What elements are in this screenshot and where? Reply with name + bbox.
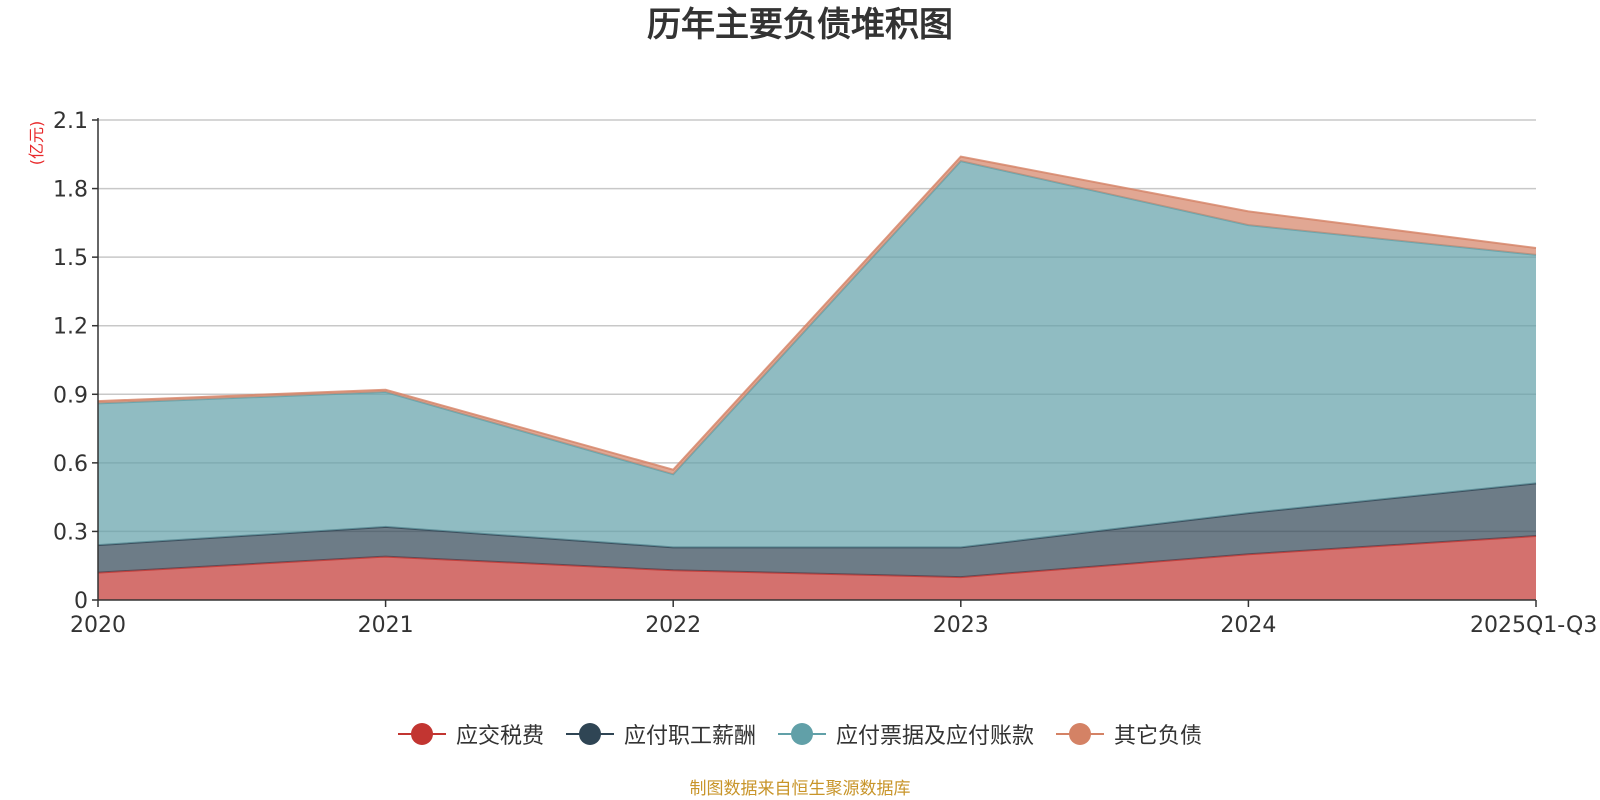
x-tick-label: 2022 <box>645 613 701 638</box>
legend-marker-icon <box>778 722 826 746</box>
legend-label: 应付票据及应付账款 <box>836 724 1035 749</box>
y-tick-label: 1.5 <box>53 246 88 271</box>
legend-label: 其它负债 <box>1114 724 1203 749</box>
legend-item[interactable]: 应付票据及应付账款 <box>778 718 1034 750</box>
legend-label: 应交税费 <box>455 724 544 749</box>
area-series-4 <box>98 156 1536 475</box>
y-axis-unit-label: (亿元) <box>27 121 46 166</box>
legend-item[interactable]: 应付职工薪酬 <box>565 718 756 750</box>
source-note: 制图数据来自恒生聚源数据库 <box>689 779 911 799</box>
x-tick-label: 2021 <box>358 613 414 638</box>
area-series-1 <box>98 536 1536 600</box>
legend: 应交税费 应付职工薪酬 应付票据及应付账款 其它负债 <box>0 716 1600 752</box>
x-tick-label: 2025Q1-Q3 <box>1470 613 1597 638</box>
chart-title: 历年主要负债堆积图 <box>647 5 953 45</box>
x-tick-label: 2020 <box>70 613 126 638</box>
legend-marker-icon <box>565 722 614 746</box>
series-line-4 <box>97 155 1537 471</box>
legend-item[interactable]: 应交税费 <box>397 718 544 750</box>
y-tick-label: 1.8 <box>53 178 88 203</box>
y-tick-label: 0 <box>74 589 88 614</box>
area-series-group <box>97 155 1537 600</box>
x-tick-label: 2024 <box>1220 613 1276 638</box>
y-tick-label: 0.6 <box>53 452 88 477</box>
y-tick-label: 2.1 <box>53 109 88 134</box>
legend-label: 应付职工薪酬 <box>623 724 756 749</box>
area-series-2 <box>98 483 1536 578</box>
stacked-area-chart: 0 0.3 0.6 0.9 1.2 1.5 1.8 2.1 2020 2021 2022 2023 20… <box>27 109 1597 638</box>
y-tick-label: 0.3 <box>53 520 88 545</box>
legend-marker-icon <box>1056 722 1105 746</box>
x-tick-label: 2023 <box>933 613 989 638</box>
axes: 0 0.3 0.6 0.9 1.2 1.5 1.8 2.1 2020 2021 2022 2023 20… <box>53 109 1597 638</box>
y-tick-label: 0.9 <box>53 383 88 408</box>
series-line-1 <box>97 535 1537 579</box>
y-tick-label: 1.2 <box>53 315 88 340</box>
legend-item[interactable]: 其它负债 <box>1056 718 1202 750</box>
area-series-3 <box>98 161 1536 548</box>
legend-marker-icon <box>397 722 446 746</box>
